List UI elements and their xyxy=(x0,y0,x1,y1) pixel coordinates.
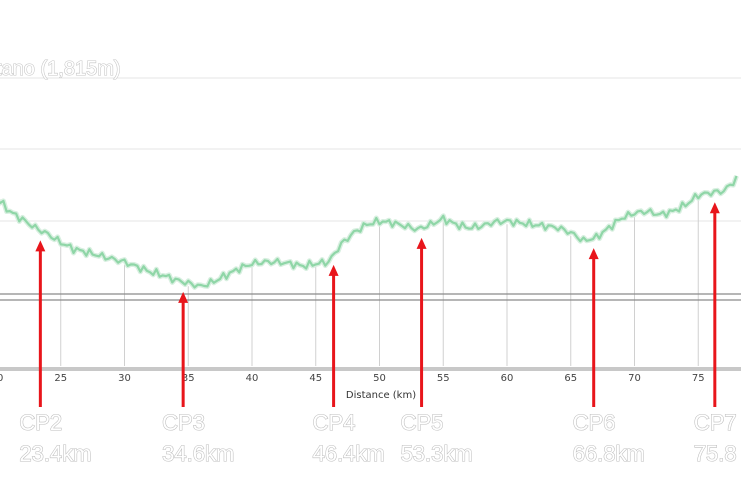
checkpoint-name: CP4 xyxy=(313,410,356,435)
x-tick-label-45: 45 xyxy=(309,373,322,384)
x-tick-label-20: 20 xyxy=(0,373,3,384)
checkpoint-distance: 23.4km xyxy=(19,441,91,466)
checkpoint-name: CP6 xyxy=(573,410,616,435)
checkpoint-arrow-head xyxy=(178,291,189,303)
checkpoint-distance: 66.8km xyxy=(573,441,645,466)
checkpoint-arrow-head xyxy=(35,240,46,252)
x-tick-label-30: 30 xyxy=(118,373,131,384)
checkpoint-cp7: CP7 75.8 xyxy=(693,202,737,467)
checkpoint-name: CP7 xyxy=(694,410,737,435)
checkpoint-distance: 53.3km xyxy=(401,441,473,466)
x-tick-label-50: 50 xyxy=(373,373,386,384)
checkpoint-arrow-head xyxy=(328,264,339,276)
checkpoint-name: CP3 xyxy=(162,410,205,435)
checkpoint-distance: 46.4km xyxy=(313,441,385,466)
x-tick-label-40: 40 xyxy=(246,373,259,384)
checkpoint-distance: 34.6km xyxy=(162,441,234,466)
checkpoint-cp2: CP2 23.4km xyxy=(19,240,92,467)
x-axis-title: Distance (km) xyxy=(346,390,416,401)
checkpoint-arrow-head xyxy=(416,237,427,249)
x-axis: 20 25 30 35 40 45 50 55 60 65 70 75 xyxy=(0,367,741,384)
checkpoint-name: CP2 xyxy=(19,410,62,435)
x-tick-label-35: 35 xyxy=(182,373,195,384)
x-tick-label-65: 65 xyxy=(564,373,577,384)
checkpoint-cp6: CP6 66.8km xyxy=(572,248,645,467)
x-tick-label-60: 60 xyxy=(501,373,514,384)
checkpoint-arrow-head xyxy=(709,202,720,214)
checkpoint-markers: CP2 23.4km CP3 34.6km CP4 46.4km CP5 53.3km CP6 6… xyxy=(19,202,737,467)
checkpoint-arrow-head xyxy=(588,248,599,260)
checkpoint-cp3: CP3 34.6km xyxy=(162,291,235,467)
x-tick-label-55: 55 xyxy=(437,373,450,384)
x-axis-baseline xyxy=(0,367,741,371)
horizontal-gridlines xyxy=(0,77,741,222)
checkpoint-cp5: CP5 53.3km xyxy=(400,237,473,467)
checkpoint-name: CP5 xyxy=(401,410,444,435)
elevation-line xyxy=(0,175,738,289)
x-tick-label-25: 25 xyxy=(54,373,67,384)
elevation-line-halo xyxy=(0,175,739,290)
checkpoint-cp4: CP4 46.4km xyxy=(312,264,385,467)
x-tick-label-75: 75 xyxy=(692,373,705,384)
checkpoint-distance: 75.8 xyxy=(694,441,737,466)
reference-lines xyxy=(0,293,741,301)
elevation-series xyxy=(0,175,739,290)
chart-title: tano (1,815m) xyxy=(0,58,121,80)
x-tick-label-70: 70 xyxy=(628,373,641,384)
